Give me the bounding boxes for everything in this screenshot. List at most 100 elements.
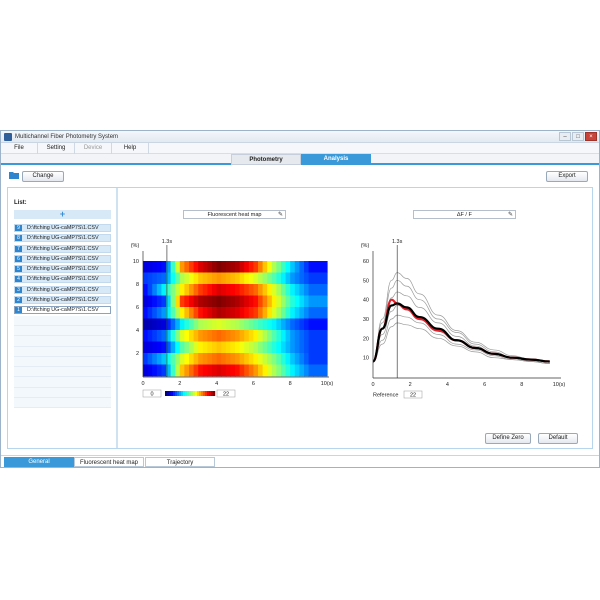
colorbar-segment — [171, 391, 174, 396]
heatmap-cell — [267, 295, 273, 308]
heatmap-cell — [313, 272, 319, 285]
heatmap-cell — [285, 318, 291, 331]
menu-help[interactable]: Help — [112, 143, 149, 154]
heatmap-cell — [202, 307, 208, 319]
list-item[interactable]: 8 D:\ftching UG-caMP7S\1.CSV — [14, 233, 111, 243]
heatmap-cell — [207, 364, 213, 377]
heatmap-cell — [248, 307, 254, 319]
analysis-content: List: + 9 D:\ftching UG-caMP7S\1.CSV 8 D:\f… — [7, 187, 593, 449]
change-button[interactable]: Change — [22, 171, 64, 182]
heatmap-cell — [304, 295, 310, 308]
heatmap-cell — [267, 272, 273, 285]
heatmap-cell — [143, 353, 149, 365]
colorbar-segment — [167, 391, 170, 396]
heatmap-title-button[interactable]: Fluorescent heat map ✎ — [183, 210, 286, 219]
heatmap-cell — [193, 307, 199, 319]
tab-photometry[interactable]: Photometry — [231, 154, 301, 165]
colorbar-segment — [209, 391, 212, 396]
heatmap-cell — [267, 341, 273, 354]
heatmap-cell — [170, 284, 176, 296]
heatmap-cell — [170, 353, 176, 365]
heatmap-cell — [221, 318, 227, 331]
window-controls: – □ × — [559, 132, 597, 141]
heatmap-cell — [184, 272, 190, 285]
x-tick-label: 8 — [520, 382, 523, 388]
heatmap-cell — [143, 318, 149, 331]
heatmap-cell — [216, 284, 222, 296]
heatmap-cell — [156, 330, 162, 342]
heatmap-cell — [285, 364, 291, 377]
heatmap-cell — [166, 330, 172, 342]
heatmap-cell — [193, 272, 199, 285]
heatmap-cell — [271, 353, 277, 365]
heatmap-cell — [262, 318, 268, 331]
heatmap-cell — [189, 341, 195, 354]
heatmap-cell — [267, 307, 273, 319]
x-tick-label: 4 — [446, 382, 449, 388]
heatmap-cell — [170, 318, 176, 331]
heatmap-cell — [299, 353, 305, 365]
define-zero-button[interactable]: Define Zero — [485, 433, 531, 444]
heatmap-cell — [258, 272, 264, 285]
trial-curve — [372, 322, 550, 364]
heatmap-cell — [248, 353, 254, 365]
heatmap-cell — [216, 295, 222, 308]
tab-fluorescent-heat-map[interactable]: Fluorescent heat map — [74, 457, 144, 467]
menu-setting[interactable]: Setting — [38, 143, 75, 154]
heatmap-cell — [207, 330, 213, 342]
menu-file[interactable]: File — [1, 143, 38, 154]
list-item[interactable]: 9 D:\ftching UG-caMP7S\1.CSV — [14, 223, 111, 233]
heatmap-cell — [258, 364, 264, 377]
list-item[interactable]: 4 D:\ftching UG-caMP7S\1.CSV — [14, 274, 111, 284]
heatmap-cell — [207, 295, 213, 308]
list-item[interactable]: 2 D:\ftching UG-caMP7S\1.CSV — [14, 295, 111, 305]
maximize-button[interactable]: □ — [572, 132, 584, 141]
tab-analysis[interactable]: Analysis — [301, 154, 371, 165]
heatmap-cell — [285, 307, 291, 319]
heatmap-cell — [198, 295, 204, 308]
tab-general[interactable]: General — [4, 457, 74, 467]
heatmap-cell — [281, 330, 287, 342]
default-button[interactable]: Default — [538, 433, 578, 444]
heatmap-cell — [225, 284, 231, 296]
add-file-button[interactable]: + — [14, 210, 111, 219]
minimize-button[interactable]: – — [559, 132, 571, 141]
heatmap-cell — [198, 364, 204, 377]
app-icon — [4, 133, 12, 141]
heatmap-cell — [202, 295, 208, 308]
heatmap-cell — [161, 353, 167, 365]
heatmap-cell — [212, 307, 218, 319]
heatmap-cell — [147, 364, 153, 377]
list-item[interactable]: 7 D:\ftching UG-caMP7S\1.CSV — [14, 244, 111, 254]
heatmap-cell — [322, 261, 328, 273]
heatmap-cell — [166, 353, 172, 365]
list-item[interactable]: 5 D:\ftching UG-caMP7S\1.CSV — [14, 264, 111, 274]
heatmap-title-label: Fluorescent heat map — [207, 212, 262, 218]
folder-icon[interactable] — [9, 171, 19, 179]
empty-list-slot — [14, 387, 111, 399]
colorbar-segment — [175, 391, 178, 396]
heatmap-cell — [262, 307, 268, 319]
x-tick-label: 2 — [409, 382, 412, 388]
curve-title-button[interactable]: ∆F / F ✎ — [413, 210, 516, 219]
heatmap-cell — [235, 341, 241, 354]
list-item[interactable]: 1 D:\ftching UG-caMP7S\1.CSV — [14, 305, 111, 315]
close-button[interactable]: × — [585, 132, 597, 141]
x-tick-label: 10(s) — [321, 381, 334, 387]
tab-trajectory[interactable]: Trajectory — [145, 457, 215, 467]
list-item[interactable]: 3 D:\ftching UG-caMP7S\1.CSV — [14, 285, 111, 295]
export-button[interactable]: Export — [546, 171, 588, 182]
heatmap-cell — [317, 295, 323, 308]
heatmap-cell — [189, 284, 195, 296]
heatmap-cell — [147, 284, 153, 296]
heatmap-cell — [198, 284, 204, 296]
heatmap-cell — [304, 284, 310, 296]
heatmap-cell — [290, 353, 296, 365]
pencil-icon: ✎ — [277, 212, 283, 218]
list-item-number: 1 — [15, 307, 22, 314]
heatmap-cell — [143, 272, 149, 285]
list-item[interactable]: 6 D:\ftching UG-caMP7S\1.CSV — [14, 254, 111, 264]
heatmap-cell — [166, 364, 172, 377]
heatmap-cell — [198, 330, 204, 342]
x-tick-label: 0 — [371, 382, 374, 388]
